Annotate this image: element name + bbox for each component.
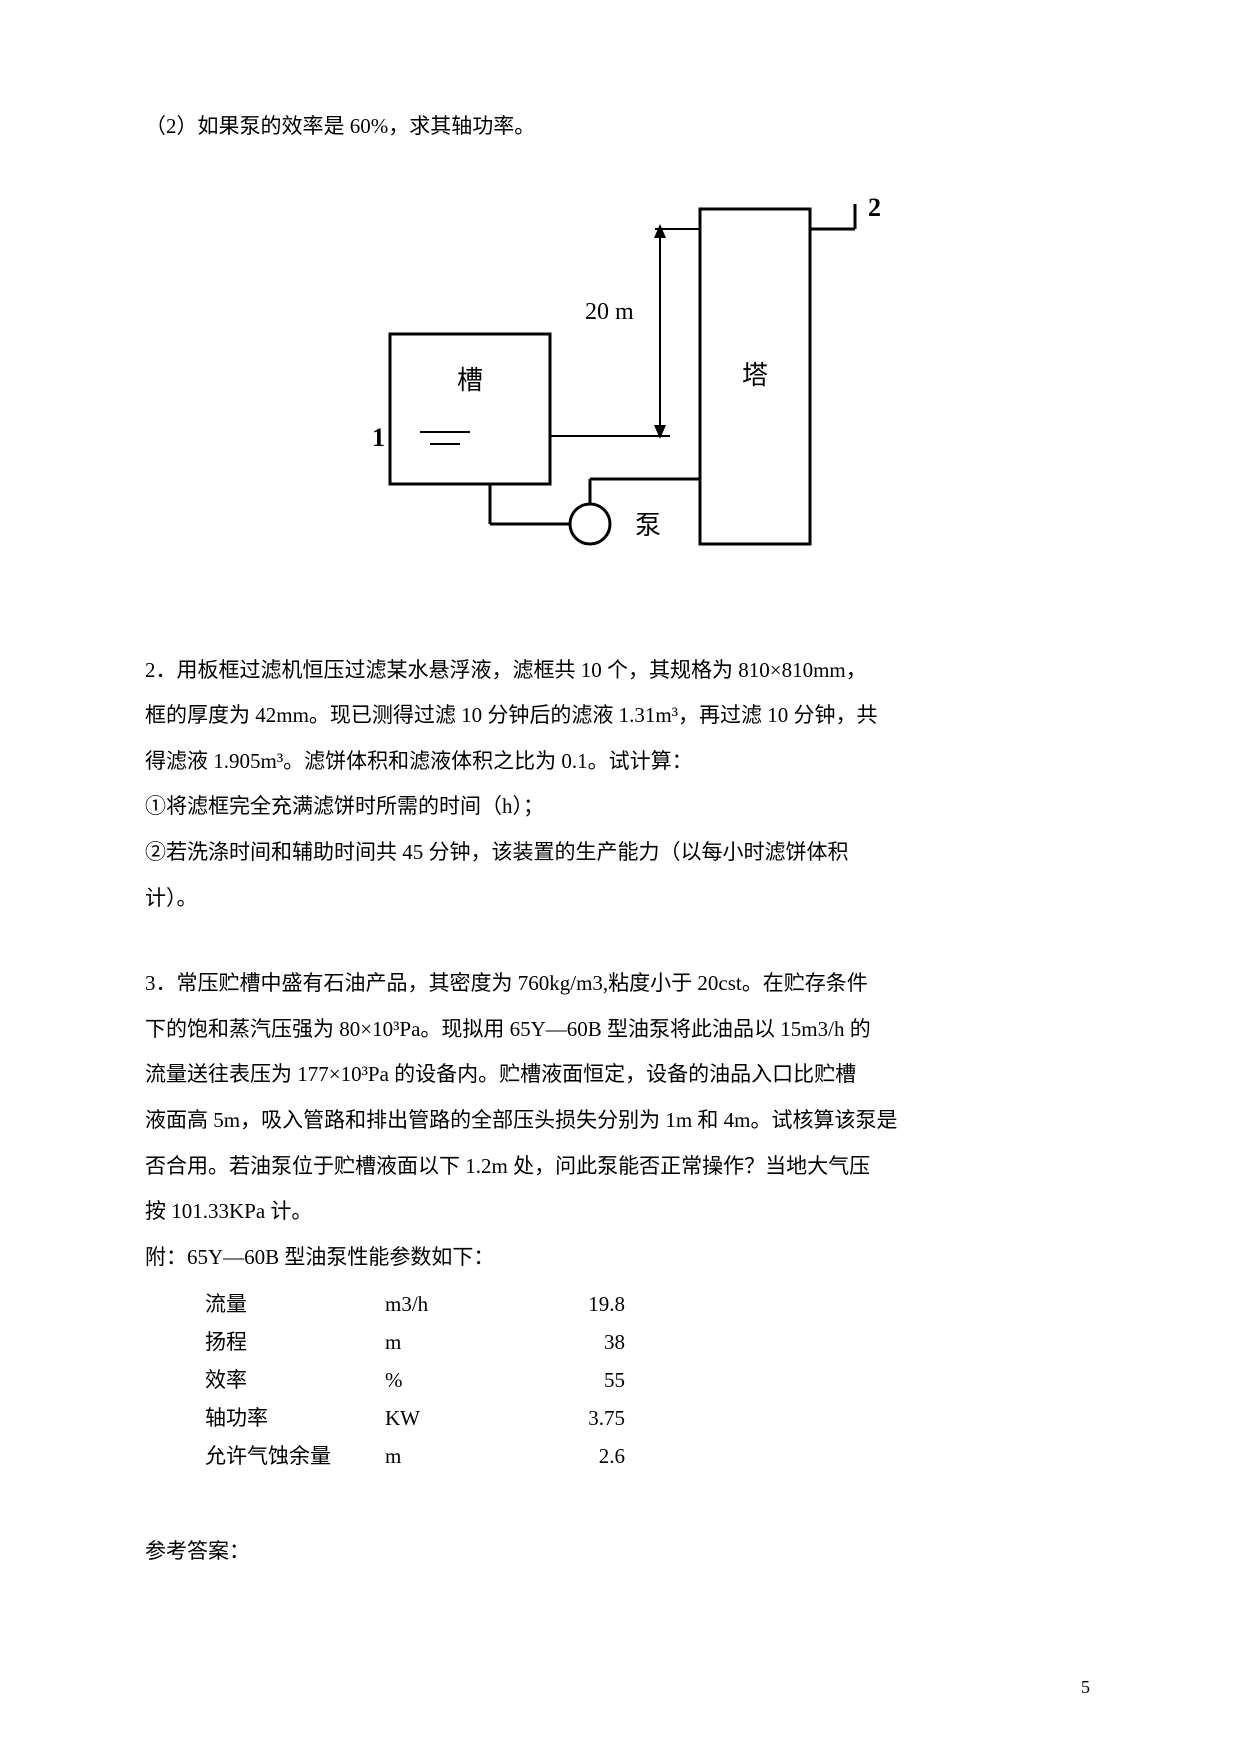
diagram-pump-label: 泵 — [635, 511, 661, 540]
answer-header: 参考答案： — [145, 1535, 1095, 1565]
problem3-line1: 3．常压贮槽中盛有石油产品，其密度为 760kg/m3,粘度小于 20cst。在… — [145, 967, 1095, 1001]
problem2-line3: 得滤液 1.905m³。滤饼体积和滤液体积之比为 0.1。试计算： — [145, 745, 1095, 779]
pump-diagram: 槽 1 泵 塔 2 20 m — [360, 174, 880, 554]
spec-value: 2.6 — [525, 1438, 625, 1476]
spec-row: 效率 % 55 — [205, 1362, 1095, 1400]
problem2-line2: 框的厚度为 42mm。现已测得过滤 10 分钟后的滤液 1.31m³，再过滤 1… — [145, 699, 1095, 733]
spec-row: 流量 m3/h 19.8 — [205, 1286, 1095, 1324]
spec-row: 允许气蚀余量 m 2.6 — [205, 1438, 1095, 1476]
spec-unit: m — [385, 1324, 525, 1362]
spec-unit: m — [385, 1438, 525, 1476]
spec-label: 流量 — [205, 1286, 385, 1324]
problem3-line3: 流量送往表压为 177×10³Pa 的设备内。贮槽液面恒定，设备的油品入口比贮槽 — [145, 1058, 1095, 1092]
problem3-line6: 按 101.33KPa 计。 — [145, 1195, 1095, 1229]
diagram-point2: 2 — [868, 193, 880, 222]
problem3-line4: 液面高 5m，吸入管路和排出管路的全部压头损失分别为 1m 和 4m。试核算该泵… — [145, 1104, 1095, 1138]
spec-unit: KW — [385, 1400, 525, 1438]
problem1-sub2: （2）如果泵的效率是 60%，求其轴功率。 — [145, 110, 1095, 144]
spec-unit: m3/h — [385, 1286, 525, 1324]
page-number: 5 — [1081, 1677, 1090, 1698]
diagram-height-label: 20 m — [585, 299, 634, 325]
pump-spec-table: 流量 m3/h 19.8 扬程 m 38 效率 % 55 轴功率 KW 3.75… — [205, 1286, 1095, 1475]
spec-value: 38 — [525, 1324, 625, 1362]
problem3-appendix: 附：65Y—60B 型油泵性能参数如下： — [145, 1241, 1095, 1275]
spec-unit: % — [385, 1362, 525, 1400]
problem2-line5: ②若洗涤时间和辅助时间共 45 分钟，该装置的生产能力（以每小时滤饼体积 — [145, 836, 1095, 870]
spec-label: 允许气蚀余量 — [205, 1438, 385, 1476]
spec-label: 效率 — [205, 1362, 385, 1400]
diagram-point1: 1 — [372, 423, 385, 452]
spec-value: 19.8 — [525, 1286, 625, 1324]
spec-row: 扬程 m 38 — [205, 1324, 1095, 1362]
problem3-line2: 下的饱和蒸汽压强为 80×10³Pa。现拟用 65Y—60B 型油泵将此油品以 … — [145, 1013, 1095, 1047]
problem3-line5: 否合用。若油泵位于贮槽液面以下 1.2m 处，问此泵能否正常操作？当地大气压 — [145, 1150, 1095, 1184]
spec-label: 轴功率 — [205, 1400, 385, 1438]
spec-row: 轴功率 KW 3.75 — [205, 1400, 1095, 1438]
problem2-line1: 2．用板框过滤机恒压过滤某水悬浮液，滤框共 10 个，其规格为 810×810m… — [145, 654, 1095, 688]
spec-label: 扬程 — [205, 1324, 385, 1362]
spec-value: 3.75 — [525, 1400, 625, 1438]
spec-value: 55 — [525, 1362, 625, 1400]
problem2-line6: 计）。 — [145, 882, 1095, 916]
problem2-line4: ①将滤框完全充满滤饼时所需的时间（h）； — [145, 790, 1095, 824]
diagram-tower-label: 塔 — [742, 361, 768, 390]
diagram-tank-label: 槽 — [457, 366, 483, 395]
